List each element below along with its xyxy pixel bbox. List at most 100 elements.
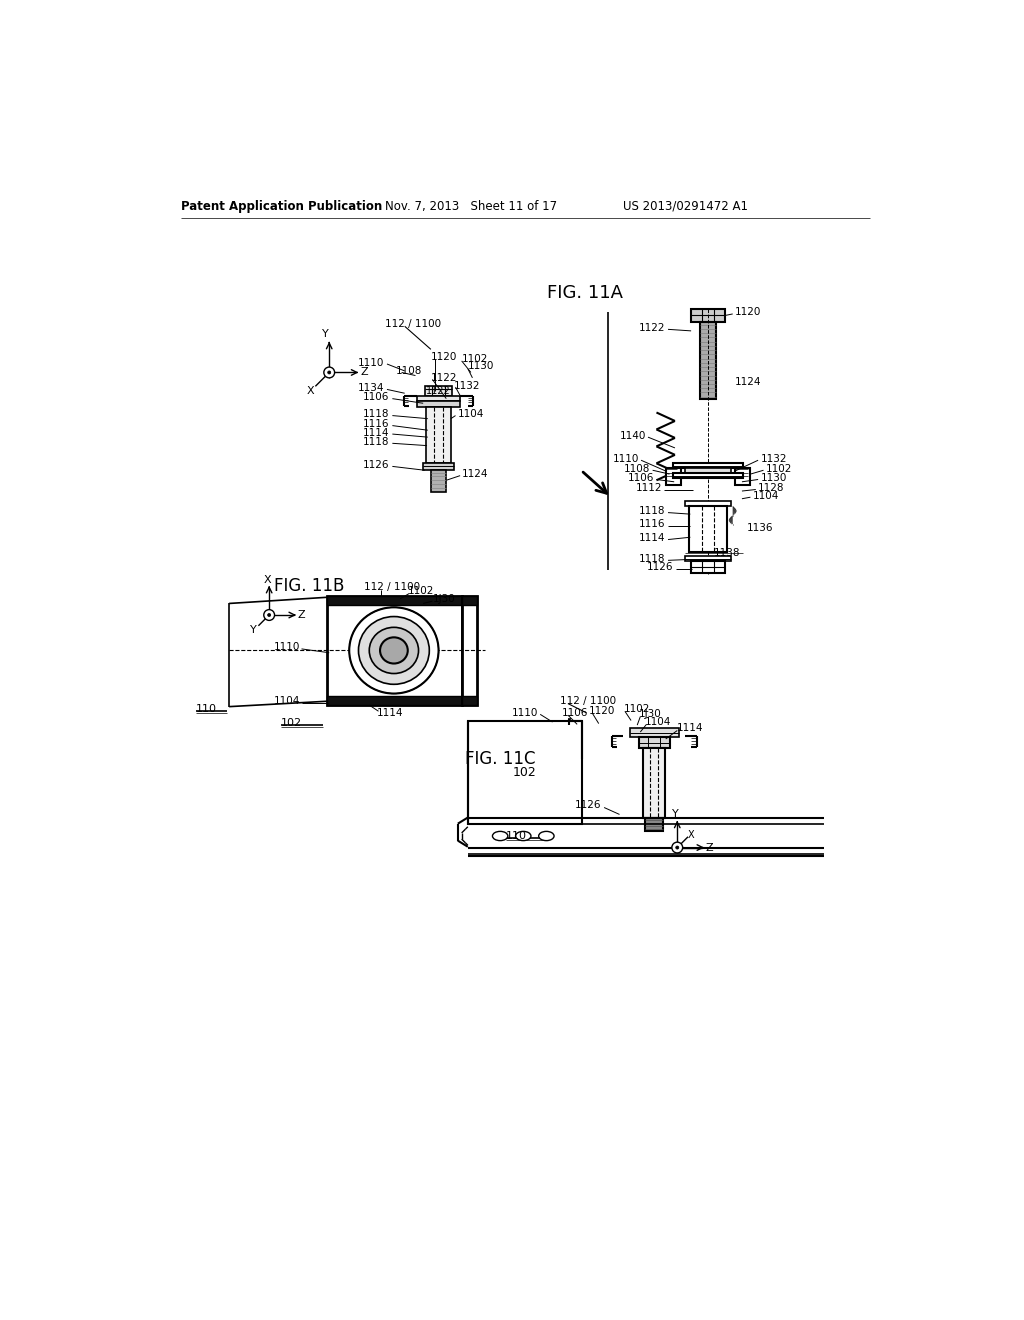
Text: 102: 102 <box>513 766 537 779</box>
Text: 110: 110 <box>506 832 527 841</box>
Text: 112 / 1100: 112 / 1100 <box>560 696 616 706</box>
Text: 1128: 1128 <box>758 483 784 492</box>
Text: Nov. 7, 2013   Sheet 11 of 17: Nov. 7, 2013 Sheet 11 of 17 <box>385 199 557 213</box>
Bar <box>426 407 451 462</box>
Bar <box>462 595 477 705</box>
Text: 1118: 1118 <box>639 554 666 564</box>
Text: 1106: 1106 <box>362 392 389 403</box>
Text: 1104: 1104 <box>273 696 300 706</box>
Text: Z: Z <box>360 367 368 378</box>
Circle shape <box>267 614 270 616</box>
Text: 1114: 1114 <box>639 533 666 543</box>
Text: 1136: 1136 <box>746 523 773 533</box>
Text: 1120: 1120 <box>381 645 408 656</box>
Text: FIG. 11A: FIG. 11A <box>547 284 623 302</box>
Text: 1106: 1106 <box>562 708 588 718</box>
Bar <box>674 462 742 469</box>
Bar <box>327 696 462 705</box>
Text: 1102: 1102 <box>766 463 793 474</box>
Text: 1130: 1130 <box>468 362 495 371</box>
Text: 1126: 1126 <box>575 800 602 810</box>
Text: 1106: 1106 <box>628 473 654 483</box>
Text: 1116: 1116 <box>639 519 666 529</box>
Bar <box>468 721 582 825</box>
Text: 112 / 1100: 112 / 1100 <box>385 319 440 329</box>
Text: X: X <box>307 385 314 396</box>
Text: 1120: 1120 <box>735 308 762 317</box>
Text: 1122: 1122 <box>426 385 451 396</box>
Text: X: X <box>688 830 694 841</box>
Circle shape <box>264 610 274 620</box>
Text: Y: Y <box>251 626 257 635</box>
Bar <box>700 322 716 400</box>
Bar <box>417 396 460 401</box>
Text: Z: Z <box>298 610 305 620</box>
Bar <box>643 748 665 817</box>
Bar <box>462 595 477 605</box>
Ellipse shape <box>493 832 508 841</box>
Text: 1126: 1126 <box>362 459 389 470</box>
Bar <box>691 561 725 573</box>
Text: 1110: 1110 <box>358 358 385 368</box>
Text: 1J30: 1J30 <box>432 594 455 603</box>
Bar <box>691 309 725 322</box>
Text: US 2013/0291472 A1: US 2013/0291472 A1 <box>624 199 749 213</box>
Bar <box>327 595 462 705</box>
Text: 112 / 1100: 112 / 1100 <box>364 582 420 591</box>
Text: Patent Application Publication: Patent Application Publication <box>180 199 382 213</box>
Text: 1104: 1104 <box>645 717 672 727</box>
Text: 1132: 1132 <box>454 380 480 391</box>
Circle shape <box>672 842 683 853</box>
Text: 1114: 1114 <box>362 428 389 437</box>
Bar <box>735 469 751 484</box>
Text: 1104: 1104 <box>753 491 779 500</box>
Bar <box>685 502 731 506</box>
Ellipse shape <box>358 616 429 684</box>
Ellipse shape <box>380 638 408 664</box>
Bar <box>425 385 453 396</box>
Ellipse shape <box>370 627 419 673</box>
Text: 110: 110 <box>196 704 217 714</box>
Bar <box>689 506 727 552</box>
Text: 1130: 1130 <box>761 473 786 483</box>
Text: 1102: 1102 <box>624 704 650 714</box>
Text: 1118: 1118 <box>362 437 389 446</box>
Text: 1112: 1112 <box>635 483 662 492</box>
Text: Y: Y <box>673 809 679 818</box>
Text: 1122: 1122 <box>639 323 666 333</box>
Text: 1120: 1120 <box>431 352 458 362</box>
Text: FIG. 11C: FIG. 11C <box>465 750 536 768</box>
Text: 1118: 1118 <box>639 506 666 516</box>
Text: 1108: 1108 <box>624 463 650 474</box>
Text: 1126: 1126 <box>647 562 674 573</box>
Text: 1J30: 1J30 <box>639 709 662 719</box>
Bar <box>462 696 477 705</box>
Bar <box>423 462 454 470</box>
Ellipse shape <box>515 832 531 841</box>
Bar <box>630 729 679 738</box>
Circle shape <box>328 371 331 374</box>
Circle shape <box>324 367 335 378</box>
Text: 1104: 1104 <box>458 409 484 418</box>
Bar <box>674 473 742 478</box>
Text: X: X <box>264 574 271 585</box>
Text: 1124: 1124 <box>462 469 488 479</box>
Text: 1132: 1132 <box>761 454 786 463</box>
Text: 102: 102 <box>281 718 302 727</box>
Text: 1108: 1108 <box>396 366 423 376</box>
Bar <box>645 817 664 832</box>
Text: Y: Y <box>322 329 329 339</box>
Text: 1102: 1102 <box>408 586 434 597</box>
Text: 1124: 1124 <box>735 376 762 387</box>
Text: 1114: 1114 <box>677 723 703 733</box>
Text: 1118: 1118 <box>362 409 389 418</box>
Text: 1122: 1122 <box>431 372 458 383</box>
Text: 1134: 1134 <box>358 383 385 393</box>
Bar <box>666 469 681 484</box>
Text: 1110: 1110 <box>612 454 639 463</box>
Ellipse shape <box>349 607 438 693</box>
Bar <box>685 557 731 561</box>
Text: Z: Z <box>706 842 714 853</box>
Text: 1120: 1120 <box>589 706 615 717</box>
Text: 1102: 1102 <box>462 354 488 363</box>
